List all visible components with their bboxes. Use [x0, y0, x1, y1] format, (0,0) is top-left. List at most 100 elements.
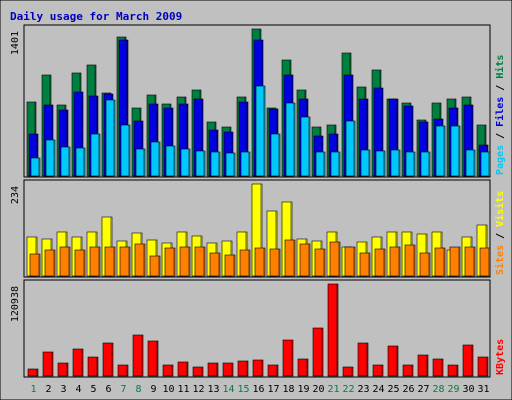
kbytes-bar-shade-day-17 — [276, 365, 278, 376]
panel-hits-files-pages-bars — [26, 28, 491, 177]
kbytes-bar-day-26 — [402, 364, 414, 377]
pages-bar-day-18 — [285, 102, 296, 177]
x-tick-label-day-11: 11 — [177, 384, 189, 395]
kbytes-bar-day-12 — [192, 366, 204, 377]
panel-visits-sites-legend: Sites / Visits — [494, 191, 506, 275]
kbytes-bar-day-28 — [432, 358, 444, 377]
pages-bar-shade-day-31 — [488, 152, 490, 176]
x-tick-label-day-24: 24 — [372, 384, 384, 395]
kbytes-bar-day-1 — [27, 368, 39, 377]
kbytes-bar-day-20 — [312, 327, 324, 377]
kbytes-bar-day-21 — [327, 283, 339, 377]
legend-part-0: KBytes — [495, 339, 506, 375]
x-tick-label-day-29: 29 — [447, 384, 459, 395]
sites-bar-shade-day-31 — [488, 248, 490, 276]
pages-bar-shade-day-2 — [53, 140, 55, 176]
x-tick-label-day-2: 2 — [45, 384, 51, 395]
pages-bar-shade-day-7 — [128, 125, 130, 176]
pages-bar-day-20 — [315, 151, 326, 177]
kbytes-bar-shade-day-8 — [141, 335, 143, 376]
legend-part-3: / — [495, 79, 506, 97]
pages-bar-shade-day-27 — [428, 152, 430, 176]
files-bar-shade-day-25 — [396, 99, 398, 176]
sites-bar-day-8 — [134, 243, 146, 277]
x-tick-label-day-15: 15 — [237, 384, 249, 395]
x-tick-label-day-12: 12 — [192, 384, 204, 395]
files-bar-shade-day-7 — [126, 40, 128, 176]
sites-bar-day-26 — [404, 244, 416, 277]
sites-bar-shade-day-5 — [98, 247, 100, 276]
kbytes-bar-shade-day-18 — [291, 340, 293, 376]
x-tick-label-day-21: 21 — [327, 384, 339, 395]
pages-bar-shade-day-22 — [353, 121, 355, 176]
files-bar-shade-day-26 — [411, 106, 413, 176]
kbytes-bar-day-16 — [252, 359, 264, 377]
visits-bar-shade-day-18 — [290, 202, 292, 276]
kbytes-bar-shade-day-3 — [66, 363, 68, 376]
x-tick-label-day-5: 5 — [90, 384, 96, 395]
sites-bar-shade-day-24 — [383, 249, 385, 276]
sites-bar-shade-day-6 — [113, 247, 115, 276]
visits-bar-shade-day-16 — [260, 184, 262, 276]
kbytes-bar-day-25 — [387, 345, 399, 377]
legend-part-2: Files — [494, 97, 506, 127]
kbytes-bar-day-8 — [132, 334, 144, 377]
sites-bar-day-15 — [239, 249, 251, 277]
files-bar-shade-day-15 — [246, 102, 248, 176]
kbytes-bar-day-27 — [417, 354, 429, 377]
pages-bar-day-29 — [450, 125, 461, 177]
pages-bar-shade-day-17 — [278, 134, 280, 176]
pages-bar-day-5 — [90, 133, 101, 177]
x-tick-label-day-20: 20 — [312, 384, 324, 395]
pages-bar-day-10 — [165, 145, 176, 177]
sites-bar-shade-day-20 — [323, 249, 325, 276]
sites-bar-day-22 — [344, 246, 356, 277]
pages-bar-day-14 — [225, 152, 236, 177]
pages-bar-shade-day-20 — [323, 152, 325, 176]
pages-bar-day-7 — [120, 124, 131, 177]
pages-bar-shade-day-15 — [248, 152, 250, 176]
pages-bar-day-27 — [420, 151, 431, 177]
kbytes-bar-shade-day-22 — [351, 367, 353, 376]
sites-bar-day-5 — [89, 246, 101, 277]
kbytes-bar-day-11 — [177, 361, 189, 377]
pages-bar-day-15 — [240, 151, 251, 177]
x-tick-label-day-27: 27 — [417, 384, 429, 395]
sites-bar-shade-day-7 — [128, 247, 130, 276]
sites-bar-shade-day-10 — [173, 248, 175, 276]
kbytes-bar-day-10 — [162, 364, 174, 377]
kbytes-bar-day-17 — [267, 364, 279, 377]
pages-bar-day-2 — [45, 139, 56, 177]
pages-bar-shade-day-14 — [233, 153, 235, 176]
kbytes-bar-day-2 — [42, 351, 54, 377]
sites-bar-day-27 — [419, 252, 431, 277]
kbytes-bar-shade-day-25 — [396, 346, 398, 376]
pages-bar-day-11 — [180, 148, 191, 177]
kbytes-bar-shade-day-27 — [426, 355, 428, 376]
sites-bar-shade-day-11 — [188, 247, 190, 276]
sites-bar-shade-day-26 — [413, 245, 415, 276]
kbytes-bar-shade-day-26 — [411, 365, 413, 376]
pages-bar-day-8 — [135, 148, 146, 177]
legend-part-0: Pages — [495, 145, 506, 175]
sites-bar-day-24 — [374, 248, 386, 277]
x-tick-label-day-23: 23 — [357, 384, 369, 395]
pages-bar-shade-day-10 — [173, 146, 175, 176]
pages-bar-shade-day-29 — [458, 126, 460, 176]
kbytes-bar-shade-day-29 — [456, 365, 458, 376]
panel-kbytes-legend: KBytes — [495, 339, 506, 375]
kbytes-bar-shade-day-11 — [186, 362, 188, 376]
files-bar-shade-day-3 — [66, 110, 68, 176]
x-tick-label-day-18: 18 — [282, 384, 294, 395]
sites-bar-day-20 — [314, 248, 326, 277]
files-bar-shade-day-30 — [471, 105, 473, 176]
sites-bar-day-11 — [179, 246, 191, 277]
kbytes-bar-day-7 — [117, 364, 129, 377]
files-bar-shade-day-9 — [156, 104, 158, 176]
pages-bar-shade-day-1 — [38, 158, 40, 176]
sites-bar-shade-day-25 — [398, 247, 400, 276]
sites-bar-day-9 — [149, 255, 161, 277]
pages-bar-shade-day-16 — [263, 86, 265, 176]
kbytes-bar-day-23 — [357, 342, 369, 377]
